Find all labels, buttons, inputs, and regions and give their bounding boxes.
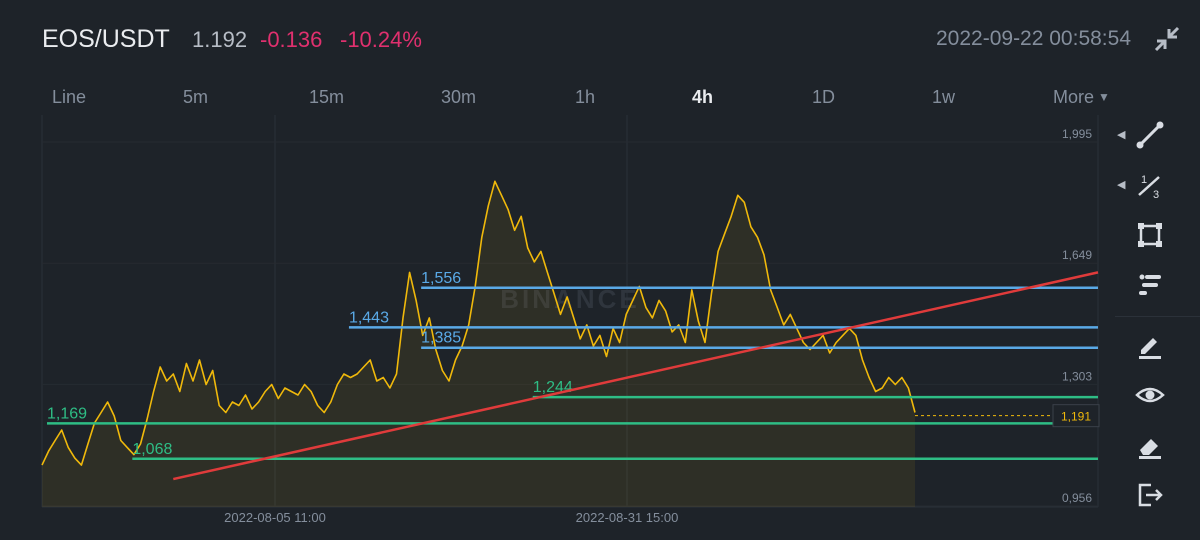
tab-more[interactable]: More ▼	[1053, 87, 1110, 108]
level-label: 1,556	[421, 270, 461, 287]
tab-label: 4h	[692, 87, 714, 107]
datetime: 2022-09-22 00:58:54	[936, 27, 1131, 50]
last-price: 1.192	[192, 27, 248, 52]
level-label: 1,169	[47, 405, 87, 422]
ticker-header: EOS/USDT 1.192 -0.136 -10.24% 2022-09-22…	[0, 0, 1200, 78]
exit-icon[interactable]	[1133, 478, 1167, 512]
tab-label: 1w	[932, 87, 956, 107]
tab-1h[interactable]: 1h	[575, 87, 595, 108]
y-tick-label: 0,956	[1062, 491, 1092, 505]
tab-15m[interactable]: 15m	[309, 87, 344, 108]
interval-tabs: Line 5m 15m 30m 1h 4h 1D 1w More ▼	[0, 82, 1110, 112]
brush-icon[interactable]	[1133, 328, 1167, 362]
tab-label: 1h	[575, 87, 596, 107]
current-price-label: 1,191	[1061, 410, 1091, 424]
price-line	[41, 180, 916, 466]
tab-5m[interactable]: 5m	[183, 87, 208, 108]
expand-arrow-icon[interactable]: ◀	[1117, 129, 1126, 141]
svg-text:3: 3	[1153, 189, 1159, 201]
visibility-eye-icon[interactable]	[1133, 378, 1167, 412]
tab-4h[interactable]: 4h	[692, 87, 713, 108]
tab-line[interactable]: Line	[52, 87, 86, 108]
price-change: -0.136	[260, 27, 323, 52]
tab-label: 30m	[441, 87, 477, 107]
level-label: 1,068	[132, 441, 172, 458]
price-area	[42, 181, 915, 508]
pair-title[interactable]: EOS/USDT	[42, 25, 170, 53]
current-price-box	[1052, 404, 1100, 428]
trendline-tool-icon[interactable]	[1133, 118, 1167, 152]
tab-30m[interactable]: 30m	[441, 87, 476, 108]
chevron-down-icon: ▼	[1098, 90, 1110, 104]
tab-1w[interactable]: 1w	[932, 87, 955, 108]
expand-arrow-icon[interactable]: ◀	[1117, 179, 1126, 191]
tab-1d[interactable]: 1D	[812, 87, 835, 108]
price-change-percent: -10.24%	[340, 27, 422, 52]
y-tick-label: 1,995	[1062, 127, 1092, 141]
tab-label: 15m	[309, 87, 345, 107]
level-label: 1,385	[421, 330, 461, 347]
rectangle-tool-icon[interactable]	[1133, 218, 1167, 252]
x-tick-label: 2022-08-05 11:00	[224, 510, 326, 525]
eraser-icon[interactable]	[1133, 428, 1167, 462]
level-label: 1,443	[349, 309, 389, 326]
y-tick-label: 1,303	[1062, 369, 1092, 383]
x-tick-label: 2022-08-31 15:00	[576, 510, 679, 525]
tab-label: 5m	[183, 87, 209, 107]
svg-text:1: 1	[1141, 174, 1147, 186]
tab-label: Line	[52, 87, 87, 107]
collapse-icon[interactable]	[1152, 24, 1182, 54]
y-tick-label: 1,649	[1062, 248, 1092, 262]
tab-label: 1D	[812, 87, 836, 107]
price-chart[interactable]: BINANCE1,5561,4431,3851,2441,1691,0681,1…	[0, 115, 1110, 540]
tab-label: More	[1053, 87, 1095, 107]
position-tool-icon[interactable]	[1133, 268, 1167, 302]
toolbar-divider	[1115, 316, 1200, 317]
trend-line	[173, 271, 1099, 481]
